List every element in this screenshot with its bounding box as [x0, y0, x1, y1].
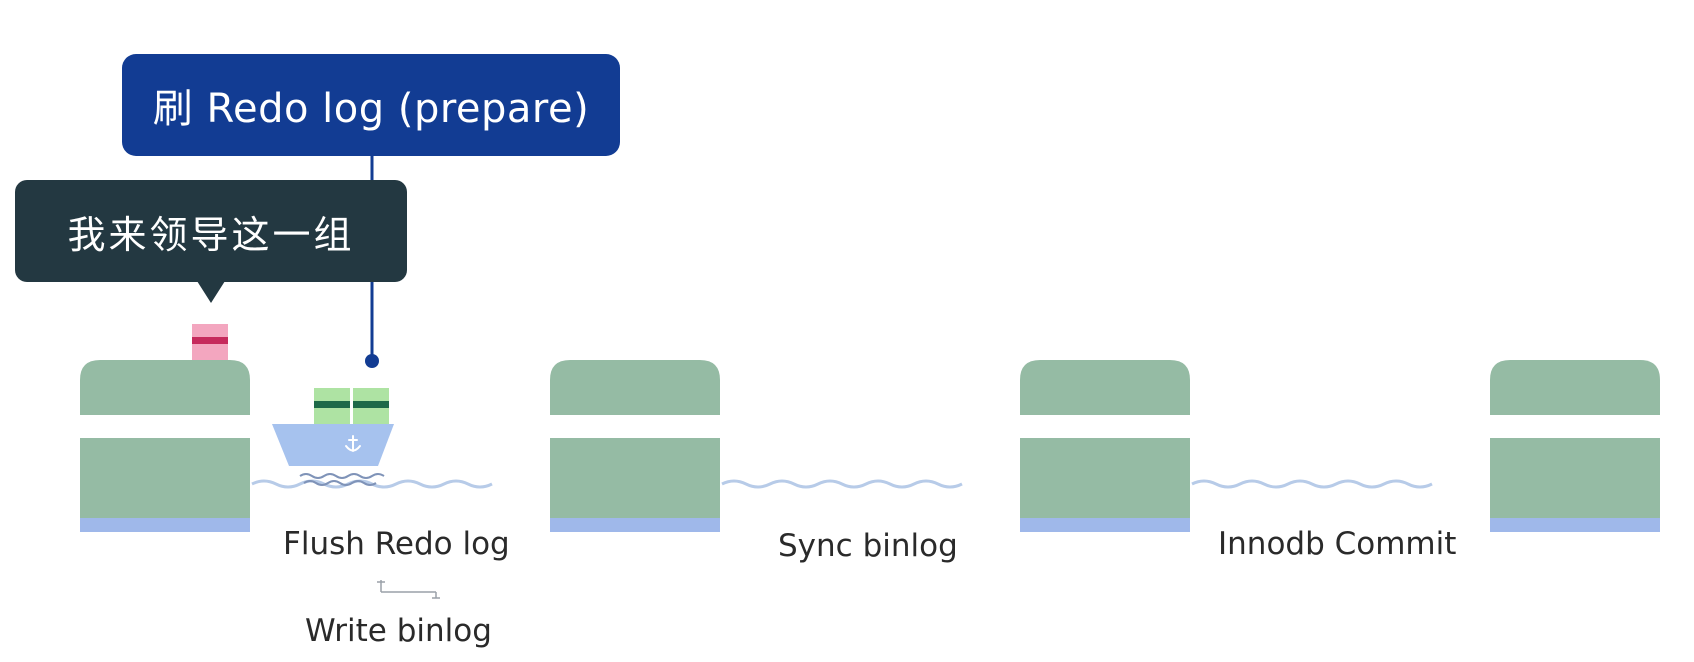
speech-bubble-text: 我来领导这一组: [67, 212, 355, 257]
ship-hull: [272, 424, 394, 466]
leader-callout: 刷 Redo log (prepare): [122, 54, 620, 156]
river-wave-2: [721, 479, 963, 489]
stage-sublabel-write-binlog: Write binlog: [305, 613, 492, 649]
pink-cargo-box: [192, 324, 228, 360]
green-cargo-box-1: [314, 388, 350, 424]
stage-label-sync-binlog: Sync binlog: [778, 528, 958, 564]
dock-2: [550, 360, 720, 532]
leader-connector-dot: [365, 354, 379, 368]
ship-wake: [299, 473, 385, 486]
dock-1: [80, 360, 250, 532]
river-wave-3: [1191, 479, 1433, 489]
step-connector: [377, 580, 440, 599]
anchor-icon: [345, 435, 361, 452]
leader-callout-text: 刷 Redo log (prepare): [152, 86, 590, 132]
speech-bubble-tail: [197, 281, 225, 303]
dock-4: [1490, 360, 1660, 532]
stage-label-innodb-commit: Innodb Commit: [1218, 526, 1457, 562]
stage-label-flush-redo-log: Flush Redo log: [283, 526, 510, 562]
speech-bubble: 我来领导这一组: [15, 180, 407, 282]
dock-3: [1020, 360, 1190, 532]
ship: [272, 388, 394, 486]
green-cargo-box-2: [353, 388, 389, 424]
